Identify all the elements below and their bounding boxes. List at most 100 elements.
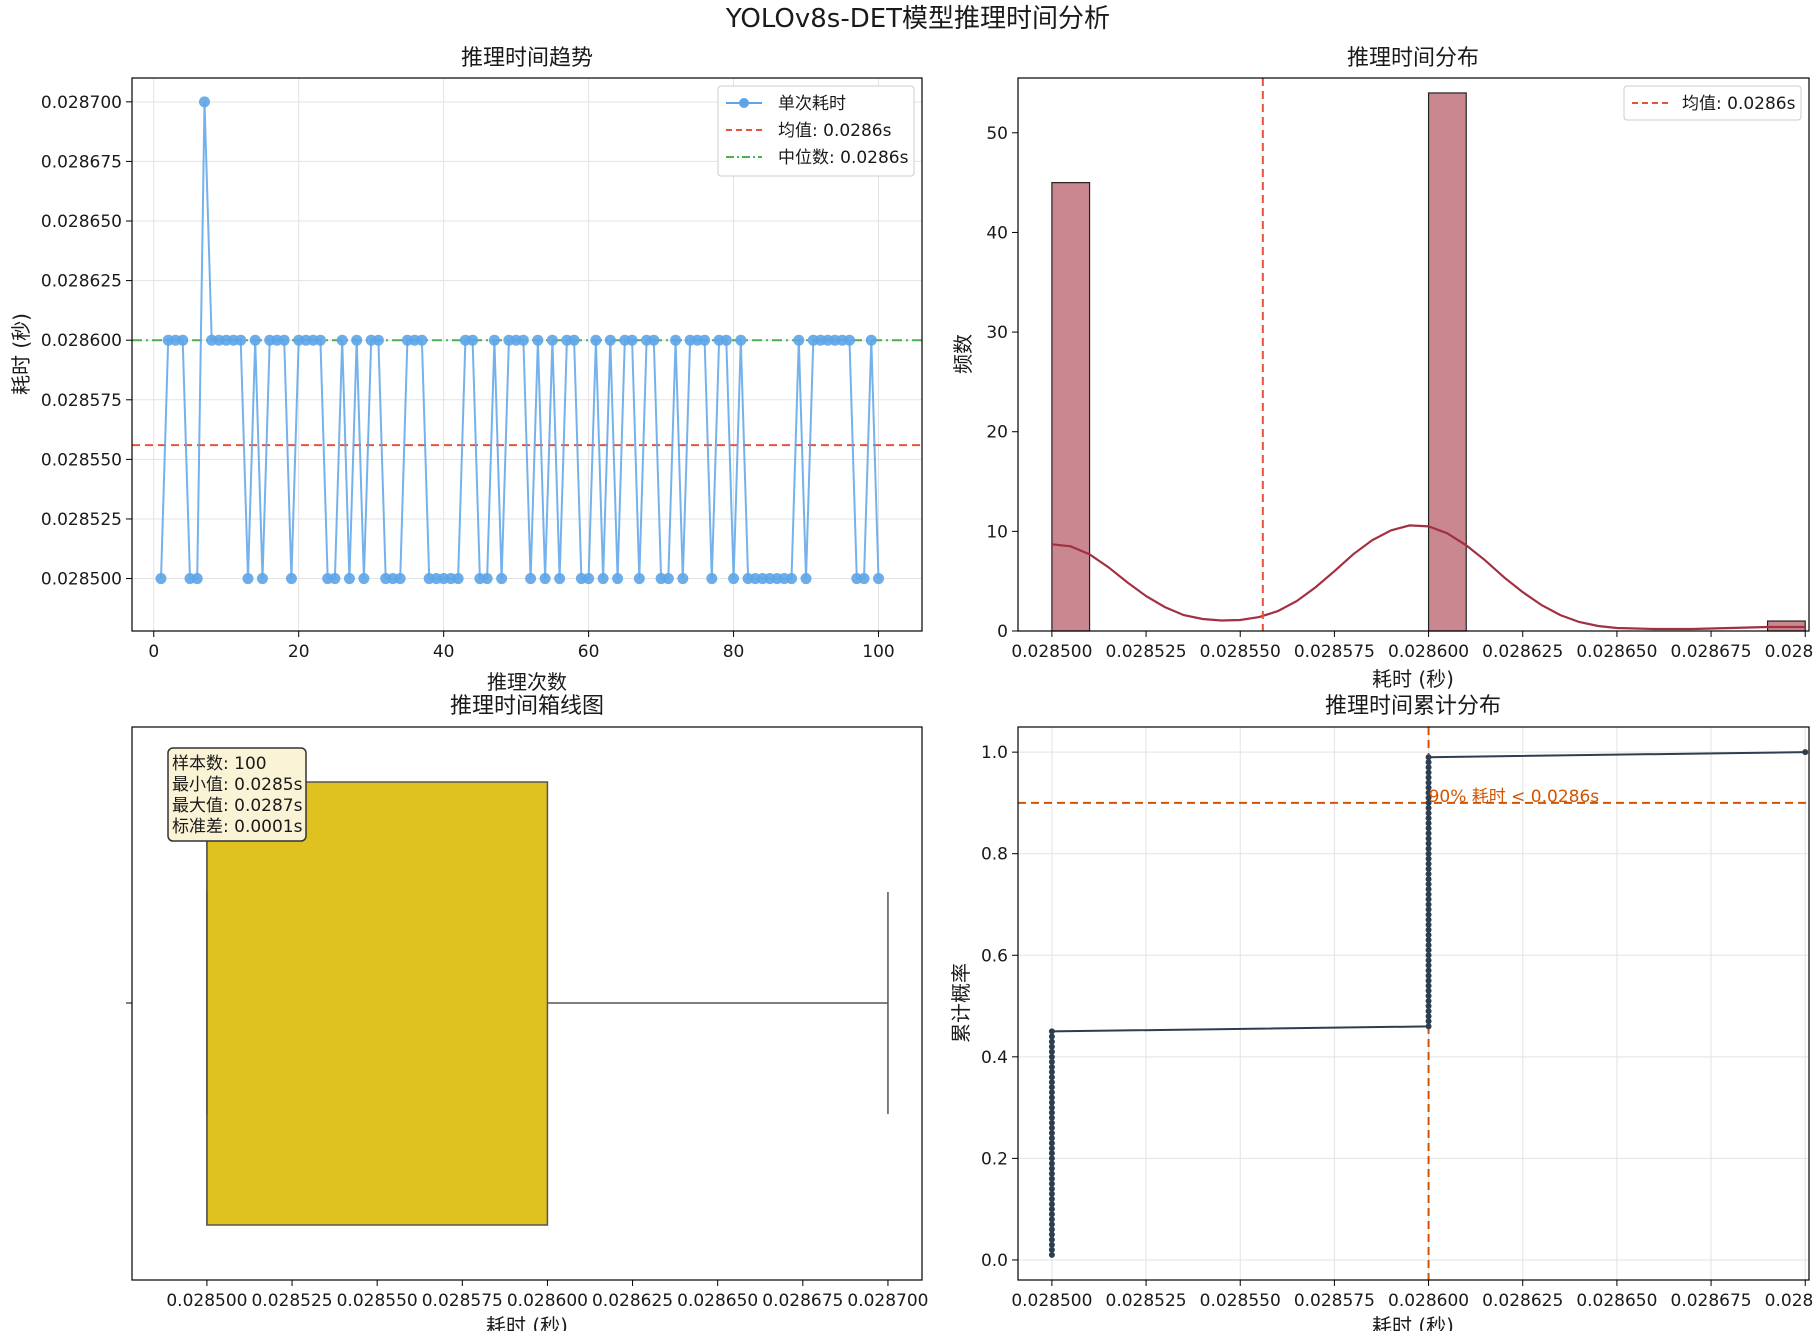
cdf-point [1425, 952, 1432, 959]
box-x-tick-label: 0.028700 [847, 1291, 928, 1311]
hist-x-tick-label: 0.028550 [1200, 642, 1281, 662]
hist-legend-box [1623, 85, 1802, 121]
cdf-point [1425, 794, 1432, 801]
cdf-y-tick-label: 0.2 [981, 1149, 1008, 1169]
box-x-tick-label: 0.028600 [507, 1291, 588, 1311]
cdf-reference-lines [1018, 727, 1809, 1280]
trend-point [496, 573, 508, 585]
cdf-y-label: 累计概率 [949, 963, 973, 1043]
box-x-tick-label: 0.028500 [166, 1291, 247, 1311]
box-stats-max: 最大值: 0.0287s [172, 796, 303, 816]
trend-point [554, 573, 566, 585]
box-stats-samples: 样本数: 100 [172, 754, 267, 774]
hist-panel: 推理时间分布 0.028500 0.028525 0.028550 0.028575 0… [951, 46, 1814, 691]
hist-legend-label-mean: 均值: 0.0286s [1682, 94, 1796, 114]
cdf-y-tick-label: 0.8 [981, 845, 1008, 865]
trend-point [568, 334, 580, 346]
cdf-point [1048, 1206, 1055, 1213]
cdf-point [1425, 957, 1432, 964]
cdf-point [1425, 779, 1432, 786]
cdf-point [1425, 937, 1432, 944]
box-x-tick-label: 0.028550 [337, 1291, 418, 1311]
hist-kde-curve [1051, 524, 1806, 631]
trend-point [604, 334, 616, 346]
trend-point [583, 573, 595, 585]
hist-x-tick-label: 0.028575 [1294, 642, 1375, 662]
hist-y-tick-label: 0 [997, 622, 1008, 642]
cdf-point [1048, 1221, 1055, 1228]
cdf-point [1048, 1190, 1055, 1197]
cdf-point [1425, 855, 1432, 862]
trend-point [235, 334, 247, 346]
cdf-point [1048, 1241, 1055, 1248]
trend-x-tick-label: 60 [578, 642, 600, 662]
hist-axes-frame [1017, 77, 1810, 632]
hist-y-label: 频数 [951, 334, 975, 374]
box-x-label: 耗时 (秒) [486, 1314, 568, 1331]
cdf-point [1425, 825, 1432, 832]
trend-series [155, 96, 885, 585]
box-x-tick-label: 0.028650 [677, 1291, 758, 1311]
hist-x-ticks: 0.028500 0.028525 0.028550 0.028575 0.028600… [1011, 631, 1814, 662]
cdf-point [1425, 865, 1432, 872]
cdf-point [1048, 1033, 1055, 1040]
cdf-point [1048, 1236, 1055, 1243]
trend-point [648, 334, 660, 346]
hist-x-label: 耗时 (秒) [1372, 667, 1454, 691]
trend-point [314, 334, 326, 346]
cdf-point [1048, 1063, 1055, 1070]
trend-point [155, 573, 167, 585]
trend-legend-label-times: 单次耗时 [778, 94, 846, 114]
cdf-point [1048, 1140, 1055, 1147]
trend-point [336, 334, 348, 346]
cdf-point [1048, 1074, 1055, 1081]
cdf-x-tick-label: 0.028500 [1011, 1291, 1092, 1311]
cdf-x-tick-label: 0.028575 [1294, 1291, 1375, 1311]
cdf-point [1425, 799, 1432, 806]
cdf-point [1048, 1104, 1055, 1111]
cdf-x-tick-label: 0.028550 [1200, 1291, 1281, 1311]
trend-y-tick-label: 0.028700 [41, 93, 122, 113]
trend-x-tick-label: 0 [148, 642, 159, 662]
trend-point [662, 573, 674, 585]
trend-point [858, 573, 870, 585]
cdf-point [1048, 1160, 1055, 1167]
trend-y-tick-label: 0.028625 [41, 272, 122, 292]
cdf-point [1048, 1043, 1055, 1050]
cdf-point [1048, 1079, 1055, 1086]
trend-y-tick-label: 0.028550 [41, 450, 122, 470]
cdf-point [1048, 1211, 1055, 1218]
box-x-tick-label: 0.028675 [762, 1291, 843, 1311]
box-stats-min: 最小值: 0.0285s [172, 775, 303, 795]
hist-bars [1051, 92, 1806, 632]
cdf-point [1048, 1069, 1055, 1076]
cdf-annotation: 90% 耗时 < 0.0286s [1429, 787, 1600, 807]
cdf-x-label: 耗时 (秒) [1372, 1314, 1454, 1331]
cdf-point [1425, 906, 1432, 913]
cdf-x-tick-label: 0.028675 [1671, 1291, 1752, 1311]
cdf-x-tick-label: 0.028625 [1482, 1291, 1563, 1311]
cdf-point [1048, 1094, 1055, 1101]
cdf-point [1048, 1028, 1055, 1035]
cdf-y-tick-label: 0.6 [981, 946, 1008, 966]
trend-point [177, 334, 189, 346]
cdf-point [1425, 789, 1432, 796]
cdf-point [1425, 921, 1432, 928]
cdf-point [1048, 1145, 1055, 1152]
trend-point [706, 573, 718, 585]
trend-y-ticks: 0.028500 0.028525 0.028550 0.028575 0.028600… [41, 93, 132, 590]
trend-point [677, 573, 689, 585]
trend-x-ticks: 0 20 40 60 80 100 [148, 631, 895, 662]
trend-point [633, 573, 645, 585]
cdf-point [1425, 1003, 1432, 1010]
hist-kde [1051, 524, 1806, 631]
cdf-axes-frame [1017, 726, 1810, 1281]
trend-point [278, 334, 290, 346]
hist-y-tick-label: 20 [986, 423, 1008, 443]
cdf-point [1425, 830, 1432, 837]
cdf-point [1048, 1099, 1055, 1106]
trend-point [865, 334, 877, 346]
box-stats: 样本数: 100 最小值: 0.0285s 最大值: 0.0287s 标准差: … [167, 747, 307, 842]
box-stats-frame [167, 747, 307, 842]
cdf-point [1048, 1185, 1055, 1192]
